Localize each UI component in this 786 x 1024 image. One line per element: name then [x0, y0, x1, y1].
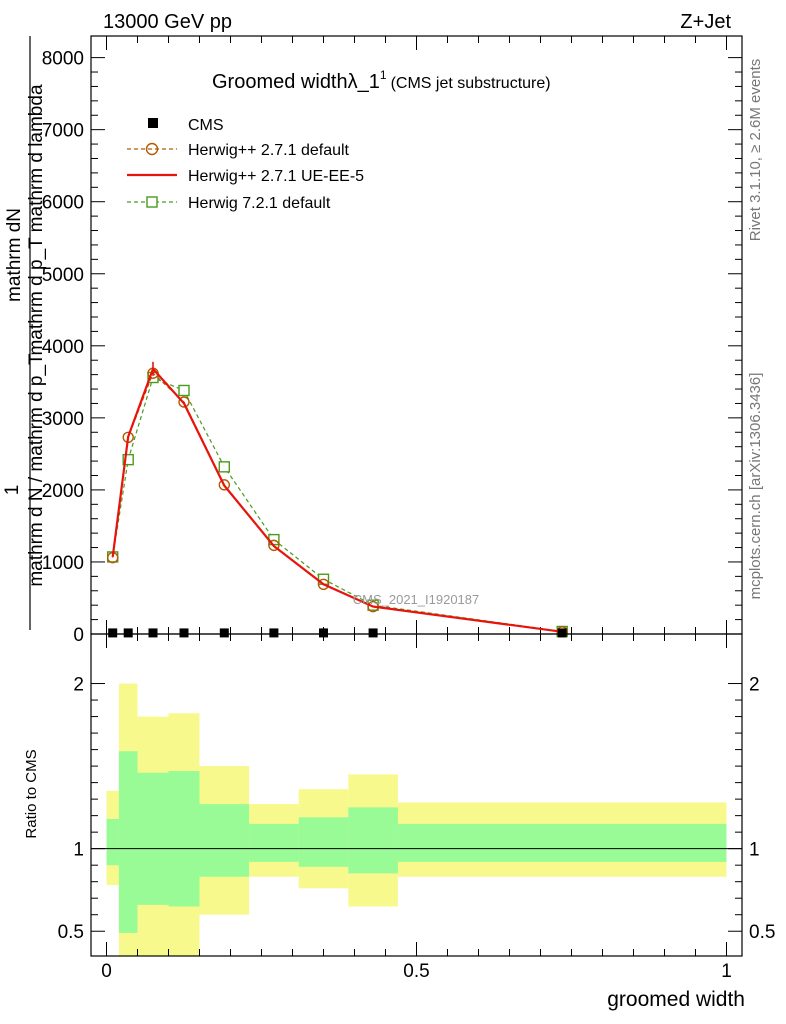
series-line-3	[112, 376, 563, 633]
energy-label: 13000 GeV pp	[103, 11, 232, 33]
legend-cms-marker	[148, 118, 158, 128]
data-point-cms	[319, 628, 328, 638]
data-point-cms	[123, 628, 133, 638]
legend: CMS Herwig++ 2.7.1 default Herwig++ 2.7.…	[127, 117, 364, 212]
watermark: CMS_2021_I1920187	[353, 592, 480, 607]
main-ytick-label: 5000	[42, 265, 84, 286]
uncertainty-band-inner	[106, 818, 119, 866]
uncertainty-band-inner	[348, 807, 398, 874]
data-point-cms	[368, 628, 378, 638]
ratio-ytick-label: 2	[73, 675, 84, 696]
data-point-herwig7	[178, 384, 190, 397]
legend-herwig7-label: Herwig 7.2.1 default	[188, 195, 331, 212]
ratio-ytick-label: 1	[73, 840, 84, 861]
series-line-2	[111, 366, 563, 633]
ylabel-den-a: mathrm d p_T mathrm d lambda	[26, 84, 47, 355]
main-ytick-label: 6000	[42, 193, 84, 214]
uncertainty-band-inner	[118, 751, 138, 933]
data-point-herwig-default	[218, 479, 231, 491]
data-point-herwig-default	[268, 539, 280, 552]
uncertainty-band-inner	[397, 823, 727, 862]
plot-title-main: Groomed widthλ_1	[212, 71, 380, 93]
ratio-xtick-label: 0.5	[403, 961, 429, 982]
main-ytick-label: 7000	[42, 121, 84, 142]
ratio-axis-ticks: 0.5 0.5 1 1 2 2 0 0.5 1	[58, 634, 775, 982]
plot-title-suffix: (CMS jet substructure)	[391, 75, 551, 92]
process-label: Z+Jet	[680, 11, 731, 33]
main-ytick-label: 2000	[42, 481, 84, 502]
uncertainty-band-inner	[137, 772, 169, 905]
main-ytick-label: 8000	[42, 49, 84, 70]
ratio-xtick-label: 1	[721, 961, 732, 982]
uncertainty-band-inner	[249, 823, 299, 862]
plot-title: Groomed widthλ_11 (CMS jet substructure)	[212, 68, 551, 93]
legend-herwig7-marker	[146, 196, 158, 208]
legend-cms-label: CMS	[188, 117, 224, 134]
ratio-ytick-label-right: 2	[749, 675, 760, 696]
legend-herwig-ueee5-label: Herwig++ 2.7.1 UE-EE-5	[188, 168, 364, 185]
data-point-herwig7	[218, 461, 231, 473]
data-point-cms	[108, 628, 118, 638]
main-plot: 0 1000 2000 3000 4000 5000 6000 7000 8000 Groome…	[2, 35, 743, 646]
ratio-bands	[106, 683, 727, 956]
main-ylabel: mathrm dN mathrm d p_T mathrm d lambda 1…	[2, 36, 47, 630]
data-point-herwig-default	[317, 578, 330, 590]
uncertainty-band-inner	[199, 804, 250, 877]
ratio-ytick-label-right: 1	[749, 840, 760, 861]
uncertainty-band-inner	[298, 817, 349, 867]
ratio-plot-frame	[90, 633, 743, 957]
x-axis-label: groomed width	[607, 988, 745, 1011]
ylabel-den-b: mathrm d N / mathrm d p_T	[26, 353, 47, 587]
ratio-ytick-label: 0.5	[58, 922, 84, 943]
data-point-cms	[179, 628, 189, 638]
ratio-ylabel: Ratio to CMS	[23, 749, 40, 838]
data-point-herwig7	[122, 453, 134, 466]
uncertainty-band-inner	[168, 771, 200, 907]
series-line-1	[112, 372, 563, 633]
main-ytick-label: 1000	[42, 553, 84, 574]
data-point-herwig-default	[178, 396, 190, 408]
data-point-cms	[219, 628, 229, 638]
ylabel-num: mathrm dN	[4, 208, 25, 302]
main-ytick-label: 3000	[42, 409, 84, 430]
data-point-cms	[557, 628, 567, 638]
ratio-xtick-label: 0	[101, 961, 112, 982]
ylabel-one: 1	[2, 485, 23, 496]
data-point-cms	[269, 628, 279, 638]
data-point-cms	[148, 628, 158, 638]
legend-herwig-default-label: Herwig++ 2.7.1 default	[188, 142, 350, 159]
legend-herwig-default-marker	[145, 142, 159, 156]
ratio-plot: 0.5 0.5 1 1 2 2 0 0.5 1 Ratio to CMS	[23, 633, 775, 982]
main-series-layer	[106, 361, 568, 638]
ratio-ytick-label-right: 0.5	[749, 922, 775, 943]
mcplots-label: mcplots.cern.ch [arXiv:1306.3436]	[747, 373, 764, 600]
plot-title-sup: 1	[380, 68, 387, 82]
main-axis-ticks: 0 1000 2000 3000 4000 5000 6000 7000 8000	[42, 36, 742, 646]
rivet-version-label: Rivet 3.1.10, ≥ 2.6M events	[747, 59, 764, 242]
main-ytick-label: 0	[73, 625, 84, 646]
main-ytick-label: 4000	[42, 337, 84, 358]
